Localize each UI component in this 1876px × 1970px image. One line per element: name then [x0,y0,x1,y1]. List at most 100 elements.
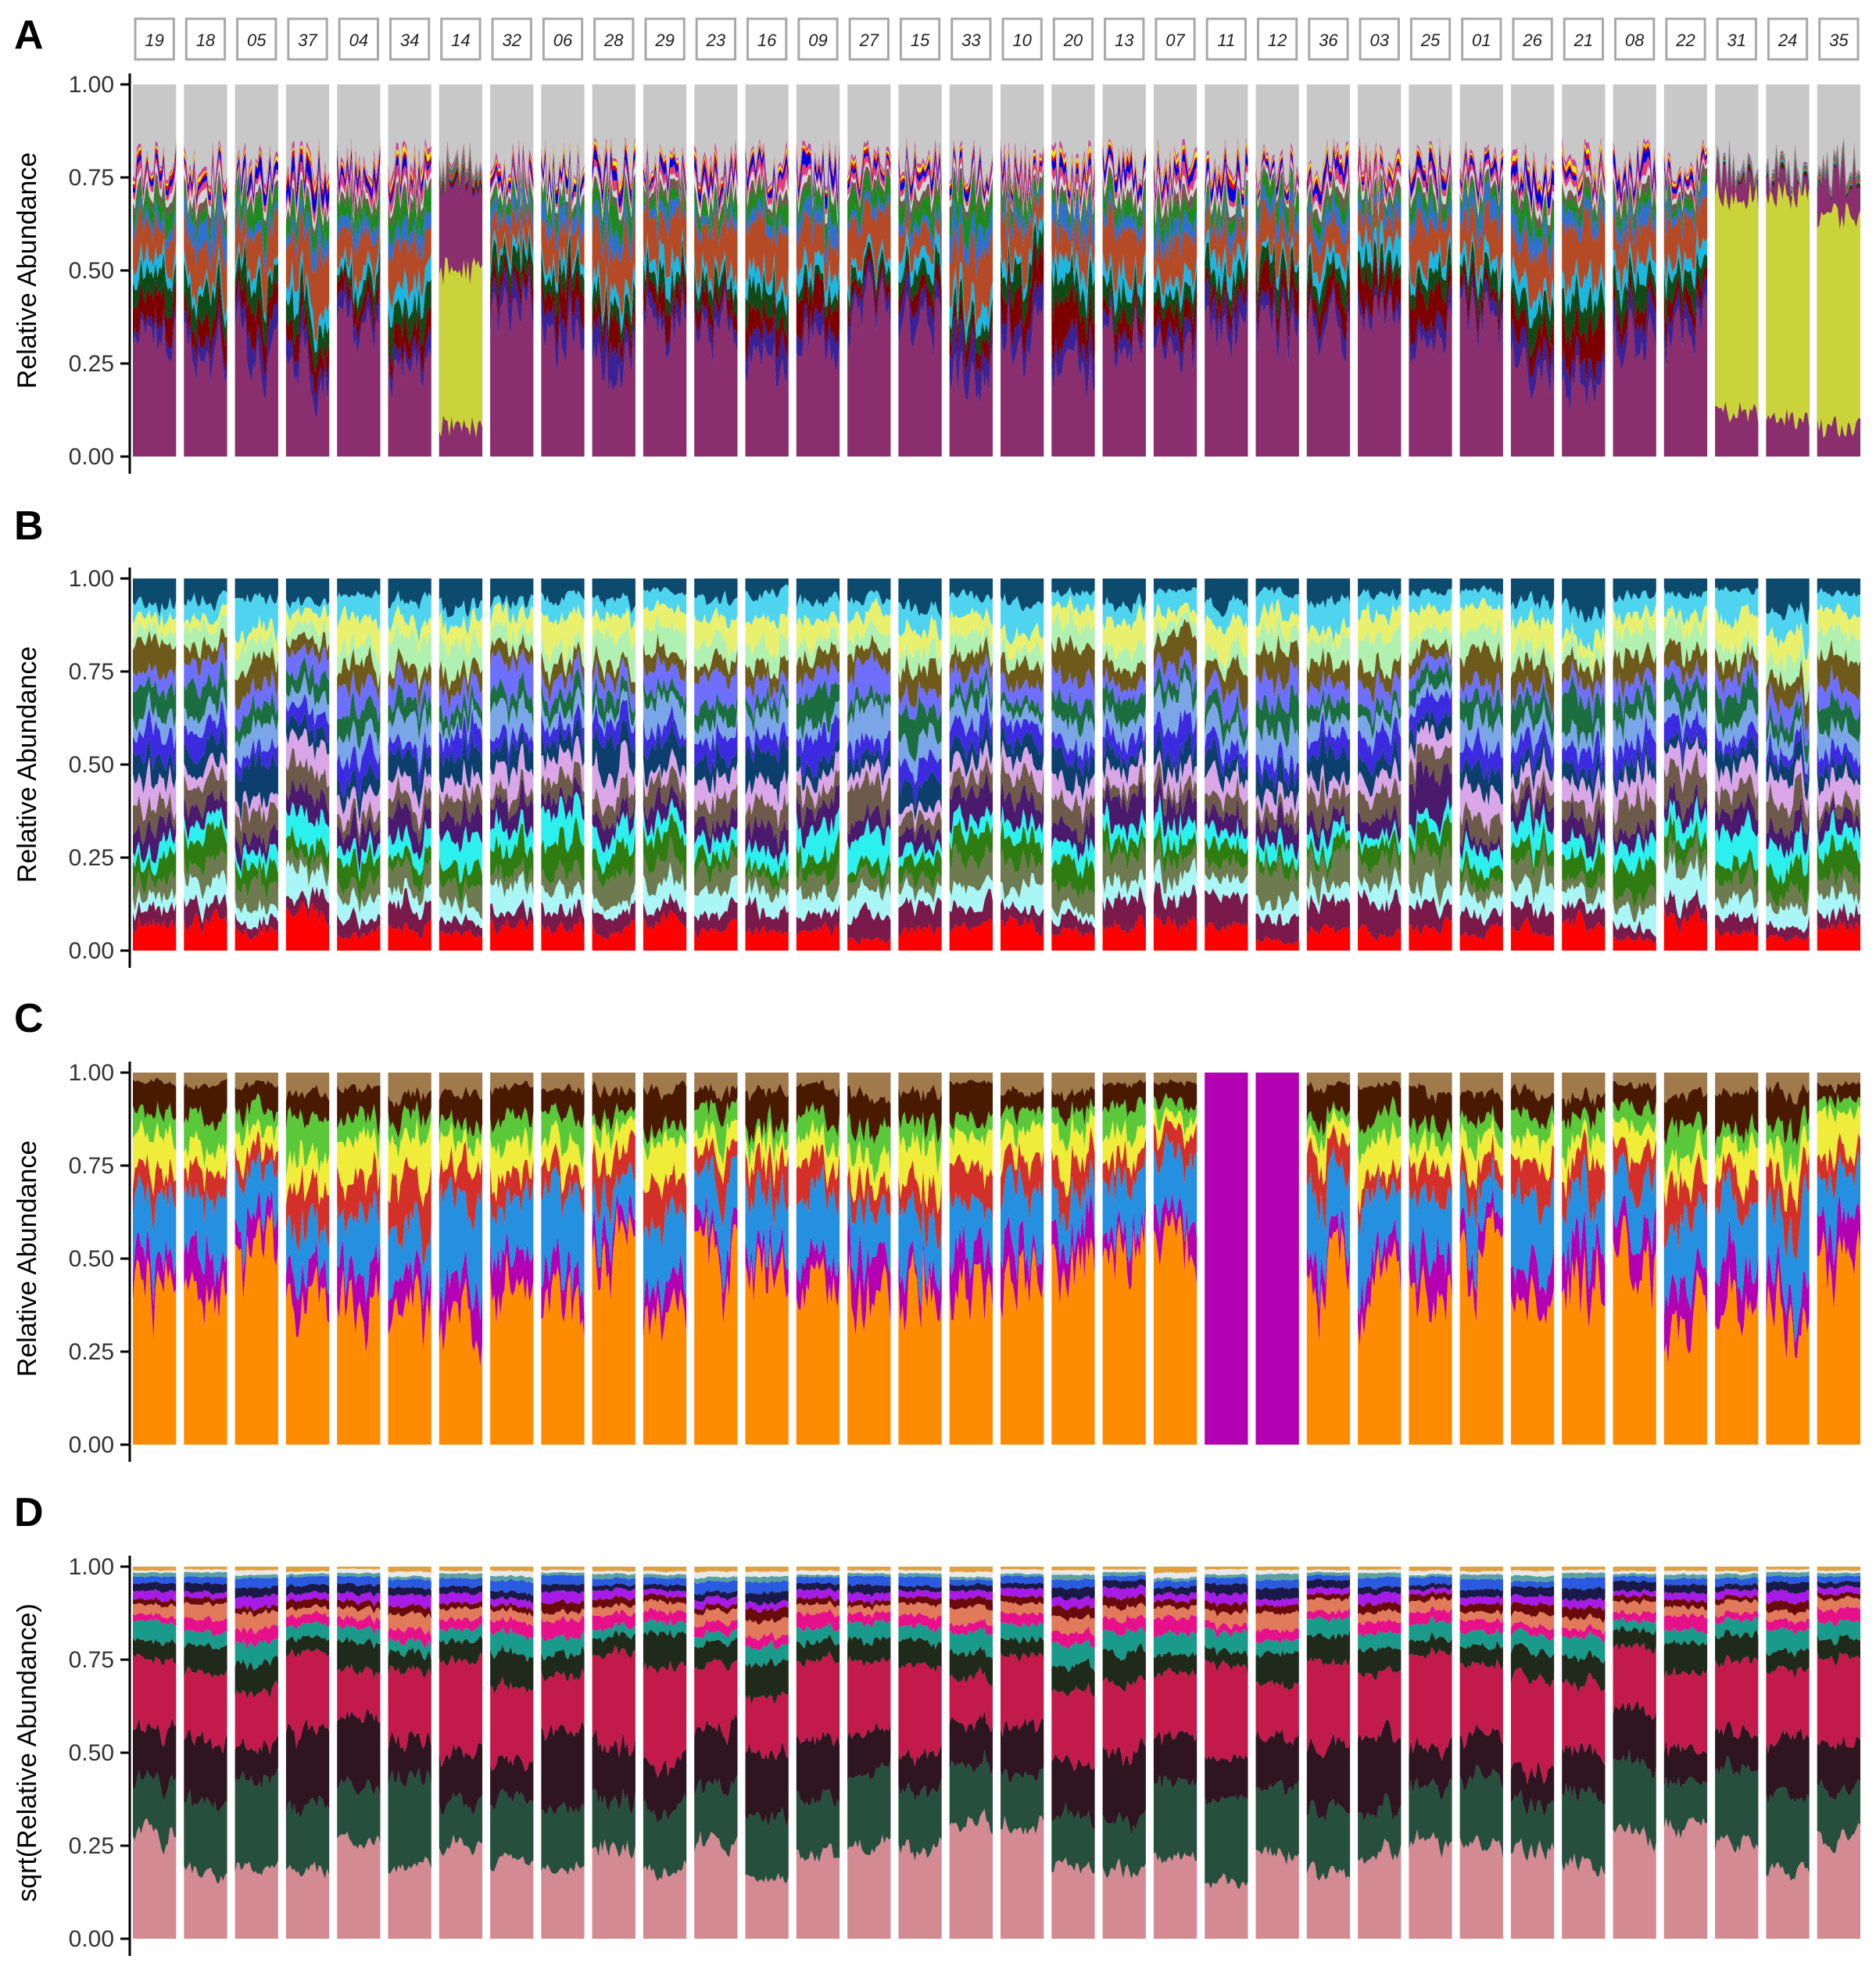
stack-area [541,776,585,823]
stack-area [1255,280,1299,363]
stack-area [1306,1571,1351,1576]
stack-area [234,1624,278,1650]
stack-area [541,149,585,204]
stack-area [490,263,534,338]
stack-area [949,1666,993,1733]
stack-area [1766,578,1810,625]
stack-area [1255,792,1299,836]
stack-area [1715,1755,1759,1854]
stack-area [1663,613,1708,668]
stack-area [1613,1134,1656,1209]
stack-area [1358,174,1402,224]
facet-C-05 [234,1073,278,1445]
stack-area [847,1656,891,1739]
stack-area [1358,219,1402,286]
stack-area [337,1624,381,1649]
stack-area [1510,1083,1555,1130]
stack-area [1306,923,1351,951]
stack-area [133,1770,177,1855]
stack-area [1001,1587,1044,1599]
stack-area [1205,687,1248,749]
stack-area [898,199,942,274]
stack-area [745,1119,789,1189]
stack-area [1663,1639,1708,1679]
stack-area [796,1570,840,1576]
stack-area [1001,692,1044,725]
stack-area [1306,152,1351,213]
stack-area [796,1256,840,1445]
stack-area [949,1073,993,1086]
stack-area [1205,1645,1248,1676]
stack-area [898,868,942,904]
facet-D-14 [439,1567,483,1939]
stack-area [1562,1585,1606,1603]
stack-area [541,189,585,285]
stack-area [1001,872,1044,916]
stack-area [1153,148,1198,196]
stack-area [234,1604,278,1617]
stack-area [285,728,330,788]
stack-area [796,176,840,249]
stack-area [490,578,534,611]
stack-area [133,315,177,457]
stack-area [592,1839,635,1939]
stack-area [1766,1665,1810,1753]
stack-area [184,752,227,793]
stack-area [285,1649,330,1749]
facet-A-20 [1051,84,1095,457]
stack-area [1613,1567,1656,1572]
stack-area [490,1596,534,1611]
stack-area [541,1073,585,1096]
stack-area [234,790,278,833]
facet-B-05 [234,578,278,951]
stack-area [847,1073,891,1105]
stack-area [694,251,738,303]
stack-area [796,1576,840,1586]
stack-area [184,578,227,612]
stack-area [796,1237,840,1311]
stack-area [694,761,738,815]
stack-area [1051,1604,1095,1622]
stack-area [1562,1118,1606,1199]
stack-area [1409,171,1452,218]
stack-area [1102,915,1146,951]
stack-area [133,618,177,650]
stack-area [1715,586,1759,629]
stack-area [1613,1822,1656,1939]
stack-area [1001,1118,1044,1181]
stack-area [1510,1176,1555,1295]
stack-area [1715,848,1759,889]
stack-area [285,643,330,688]
stack-area [1358,716,1402,776]
stack-area [1051,595,1095,636]
stack-area [490,729,534,789]
facet-strip-21: 21 [1563,17,1605,61]
stack-area [388,683,431,741]
stack-area [1306,1590,1351,1602]
stack-area [949,1576,993,1581]
stack-area [1510,288,1555,379]
stack-area [1153,879,1198,934]
stack-area [1102,781,1146,843]
stack-area [745,865,789,904]
stack-area [1306,1107,1351,1185]
stack-area [1306,1569,1351,1574]
stack-area [1051,879,1095,921]
stack-area [541,167,585,223]
stack-area [388,795,431,861]
facet-strip-07: 07 [1155,17,1196,61]
stack-area [694,1571,738,1579]
stack-area [490,722,534,770]
stack-area [388,306,431,383]
stack-area [1766,1608,1810,1624]
facet-C-06 [541,1073,585,1445]
stack-area [541,223,585,294]
stack-area [1306,238,1351,305]
facet-B-24 [1766,578,1810,951]
stack-area [133,808,177,864]
facet-D-10 [1001,1567,1044,1939]
stack-area [1613,1572,1656,1578]
facet-C-07 [1153,1073,1198,1445]
stack-area [1715,667,1759,740]
stack-area [592,213,635,319]
